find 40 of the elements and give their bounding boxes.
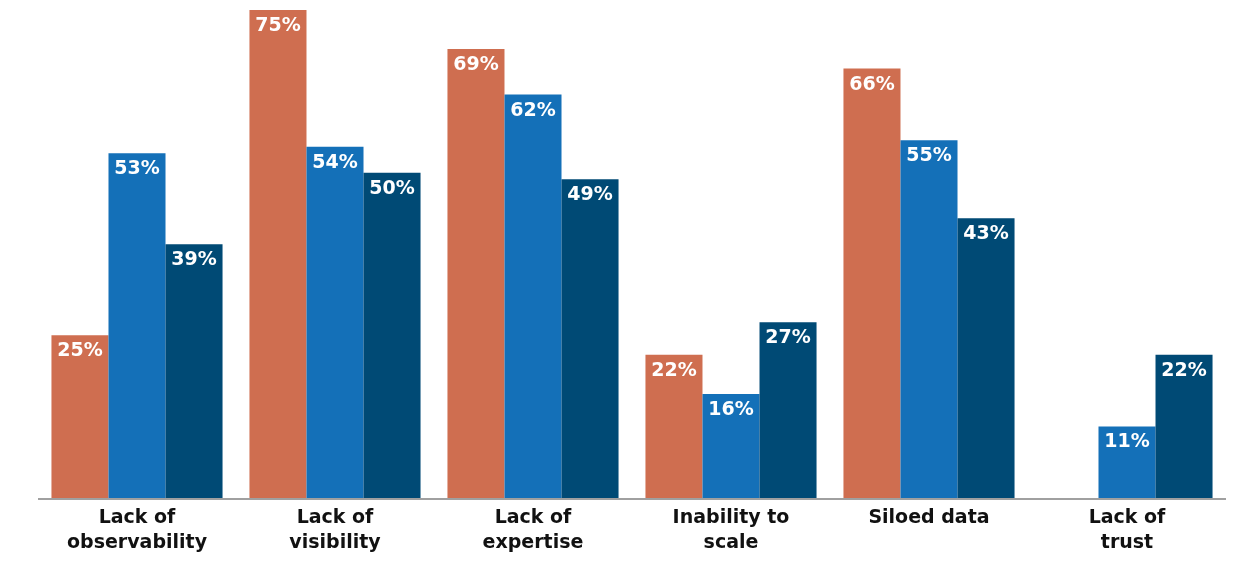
bar [51,335,109,498]
data-label: 27% [765,325,811,348]
data-label: 62% [510,97,556,120]
bar [165,244,223,498]
bar [900,140,958,498]
data-label: 22% [651,357,697,380]
data-label: 66% [849,71,895,94]
data-label: 22% [1161,357,1207,380]
x-tick-label: Lack of visibility [289,504,382,552]
bar [249,10,307,498]
data-label: 11% [1104,429,1150,452]
bar [363,172,421,498]
bar [504,94,562,498]
bar [702,393,760,498]
bar [1098,426,1156,498]
x-tick-label: Lack of observability [66,504,208,552]
data-label: 25% [57,338,103,361]
bar [645,354,703,498]
bar [108,153,166,498]
data-label: 16% [708,396,754,419]
bar [759,322,817,498]
data-label: 39% [171,247,217,270]
data-label: 75% [255,13,301,35]
x-tick-label: Inability to scale [672,504,790,552]
bar [561,179,619,498]
bar [957,218,1015,498]
bar [447,49,505,498]
bar [306,146,364,498]
bar [1155,354,1213,498]
data-label: 54% [312,149,358,172]
bar [843,68,901,498]
x-tick-label: Lack of expertise [482,504,584,552]
x-tick-label: Lack of trust [1088,504,1167,552]
data-label: 49% [567,182,613,205]
data-label: 69% [453,52,499,75]
x-tick-label: Siloed data [868,504,990,527]
data-label: 50% [369,175,415,198]
data-label: 53% [114,156,160,179]
data-label: 55% [906,143,952,166]
data-label: 43% [963,221,1009,244]
